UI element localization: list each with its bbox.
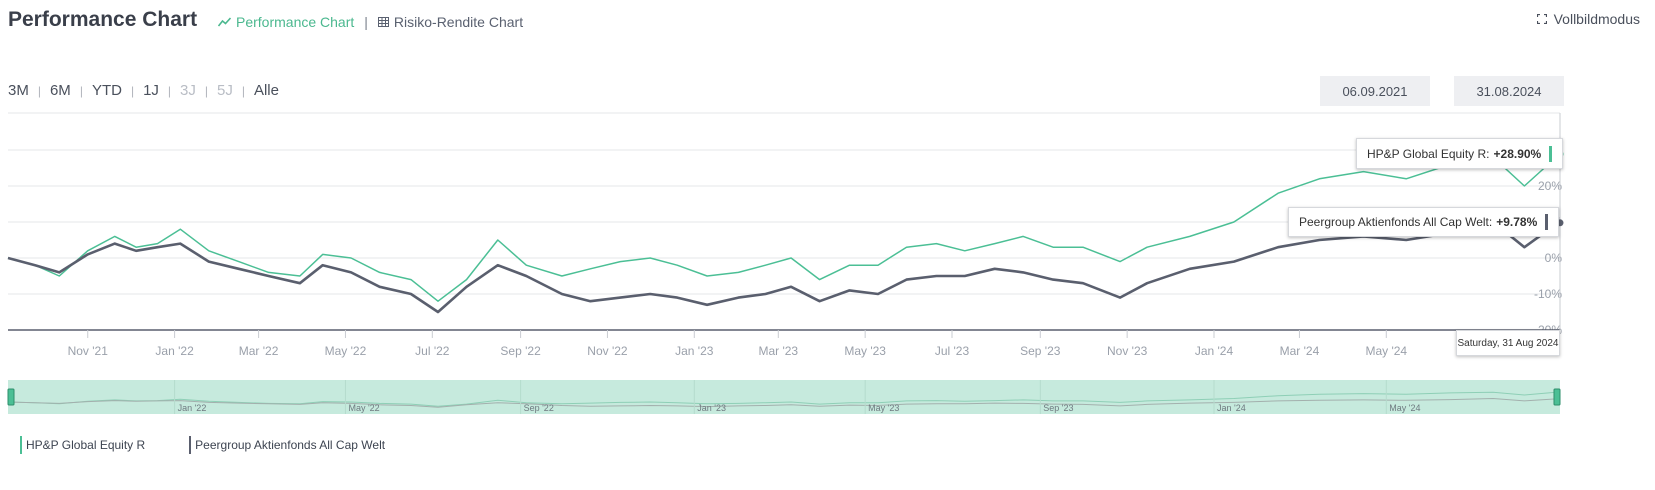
legend-item-fund[interactable]: HP&P Global Equity R	[20, 436, 145, 454]
range-separator: |	[204, 83, 208, 98]
tooltip-peer-value: +9.78%	[1496, 215, 1538, 229]
series-line-fund	[7, 153, 1561, 302]
y-axis-labels: -20%-10%0%10%20%30%	[1534, 143, 1562, 337]
navigator-handle-left[interactable]	[7, 388, 15, 406]
tooltip-peer: Peergroup Aktienfonds All Cap Welt: +9.7…	[1288, 207, 1560, 237]
navigator-selection	[8, 380, 1560, 414]
navigator-tick-label: Jan '22	[178, 403, 207, 413]
navigator-tick-label: May '22	[348, 403, 379, 413]
legend-swatch-peer	[189, 436, 192, 454]
navigator: Jan '22 May '22 Sep '22 Jan '23 May '23 Sep '…	[7, 380, 1561, 414]
tooltip-fund-swatch	[1549, 145, 1553, 162]
date-to-input[interactable]: 31.08.2024	[1454, 76, 1564, 106]
navigator-tick-label: Jan '24	[1217, 403, 1246, 413]
chart-legend: HP&P Global Equity R Peergroup Aktienfon…	[20, 436, 385, 454]
series-line-peer	[7, 220, 1561, 314]
page-title: Performance Chart	[8, 8, 198, 31]
crosshair-date-label: Saturday, 31 Aug 2024	[1456, 330, 1560, 356]
x-tick-label: Mar '22	[239, 344, 279, 358]
range-separator: |	[37, 83, 41, 98]
legend-item-peer[interactable]: Peergroup Aktienfonds All Cap Welt	[189, 436, 385, 454]
line-chart-icon	[218, 17, 231, 27]
navigator-tick-label: May '23	[868, 403, 899, 413]
tooltip-peer-swatch	[1545, 214, 1549, 230]
navigator-tick-label: Sep '22	[524, 403, 554, 413]
x-tick-label: Jul '23	[935, 344, 970, 358]
range-separator: |	[241, 83, 245, 98]
tab-risk-return-label: Risiko-Rendite Chart	[393, 14, 524, 30]
fullscreen-button[interactable]: Vollbildmodus	[1536, 11, 1640, 27]
range-separator: |	[167, 83, 172, 98]
y-tick-label: -10%	[1534, 287, 1562, 301]
range-6m-button[interactable]: 6M	[49, 82, 71, 99]
grid-table-icon	[377, 17, 389, 27]
x-tick-label: Jan '23	[675, 344, 714, 358]
range-ytd-button[interactable]: YTD	[91, 82, 122, 99]
tab-performance-label: Performance Chart	[236, 14, 355, 30]
navigator-tick-label: Sep '23	[1043, 403, 1073, 413]
range-3j-button: 3J	[180, 82, 196, 99]
x-tick-label: Nov '23	[1107, 344, 1148, 358]
x-tick-label: Sep '22	[500, 344, 541, 358]
x-tick-label: Mar '23	[758, 344, 798, 358]
y-tick-label: 20%	[1538, 179, 1562, 193]
tab-risk-return-chart[interactable]: Risiko-Rendite Chart	[377, 14, 524, 30]
navigator-line	[7, 391, 1561, 407]
range-3m-button[interactable]: 3M	[8, 82, 29, 99]
x-tick-label: May '24	[1365, 344, 1407, 358]
x-tick-label: May '22	[325, 344, 367, 358]
tooltip-fund-label: HP&P Global Equity R:	[1367, 146, 1490, 161]
tooltip-fund: HP&P Global Equity R: +28.90%	[1356, 138, 1564, 169]
x-tick-label: Jan '24	[1195, 344, 1234, 358]
x-tick-label: May '23	[844, 344, 886, 358]
x-tick-label: Sep '23	[1020, 344, 1061, 358]
navigator-handle-right[interactable]	[1553, 388, 1561, 406]
range-selector: 3M | 6M | YTD | 1J | 3J | 5J | Alle	[8, 82, 279, 99]
x-axis: Nov '21 Jan '22 Mar '22 May '22 Jul '22 Sep '…	[8, 329, 1560, 358]
navigator-tick-label: Jan '23	[697, 403, 726, 413]
range-1j-button[interactable]: 1J	[143, 82, 159, 99]
date-from-input[interactable]: 06.09.2021	[1320, 76, 1430, 106]
range-5j-button: 5J	[217, 82, 233, 99]
legend-label-fund: HP&P Global Equity R	[26, 438, 146, 452]
x-tick-label: Mar '24	[1280, 344, 1320, 358]
range-alle-button[interactable]: Alle	[253, 82, 279, 99]
tab-separator: |	[364, 14, 368, 30]
x-tick-label: Jan '22	[155, 344, 194, 358]
y-tick-label: 0%	[1545, 251, 1563, 265]
tooltip-peer-label: Peergroup Aktienfonds All Cap Welt:	[1299, 215, 1493, 229]
tab-performance-chart[interactable]: Performance Chart	[218, 14, 354, 30]
range-separator: |	[79, 83, 83, 98]
legend-swatch-fund	[20, 436, 22, 454]
x-tick-label: Jul '22	[415, 344, 450, 358]
navigator-line	[7, 397, 1561, 408]
fullscreen-label: Vollbildmodus	[1553, 11, 1640, 27]
x-tick-label: Nov '21	[68, 344, 109, 358]
x-tick-label: Nov '22	[587, 344, 628, 358]
tooltip-fund-value: +28.90%	[1493, 146, 1542, 161]
fullscreen-icon	[1536, 14, 1547, 24]
legend-label-peer: Peergroup Aktienfonds All Cap Welt	[195, 438, 386, 452]
navigator-tick-label: May '24	[1389, 403, 1420, 413]
range-separator: |	[130, 83, 135, 98]
chart-view-toggle: Performance Chart | Risiko-Rendite Chart	[218, 14, 523, 30]
